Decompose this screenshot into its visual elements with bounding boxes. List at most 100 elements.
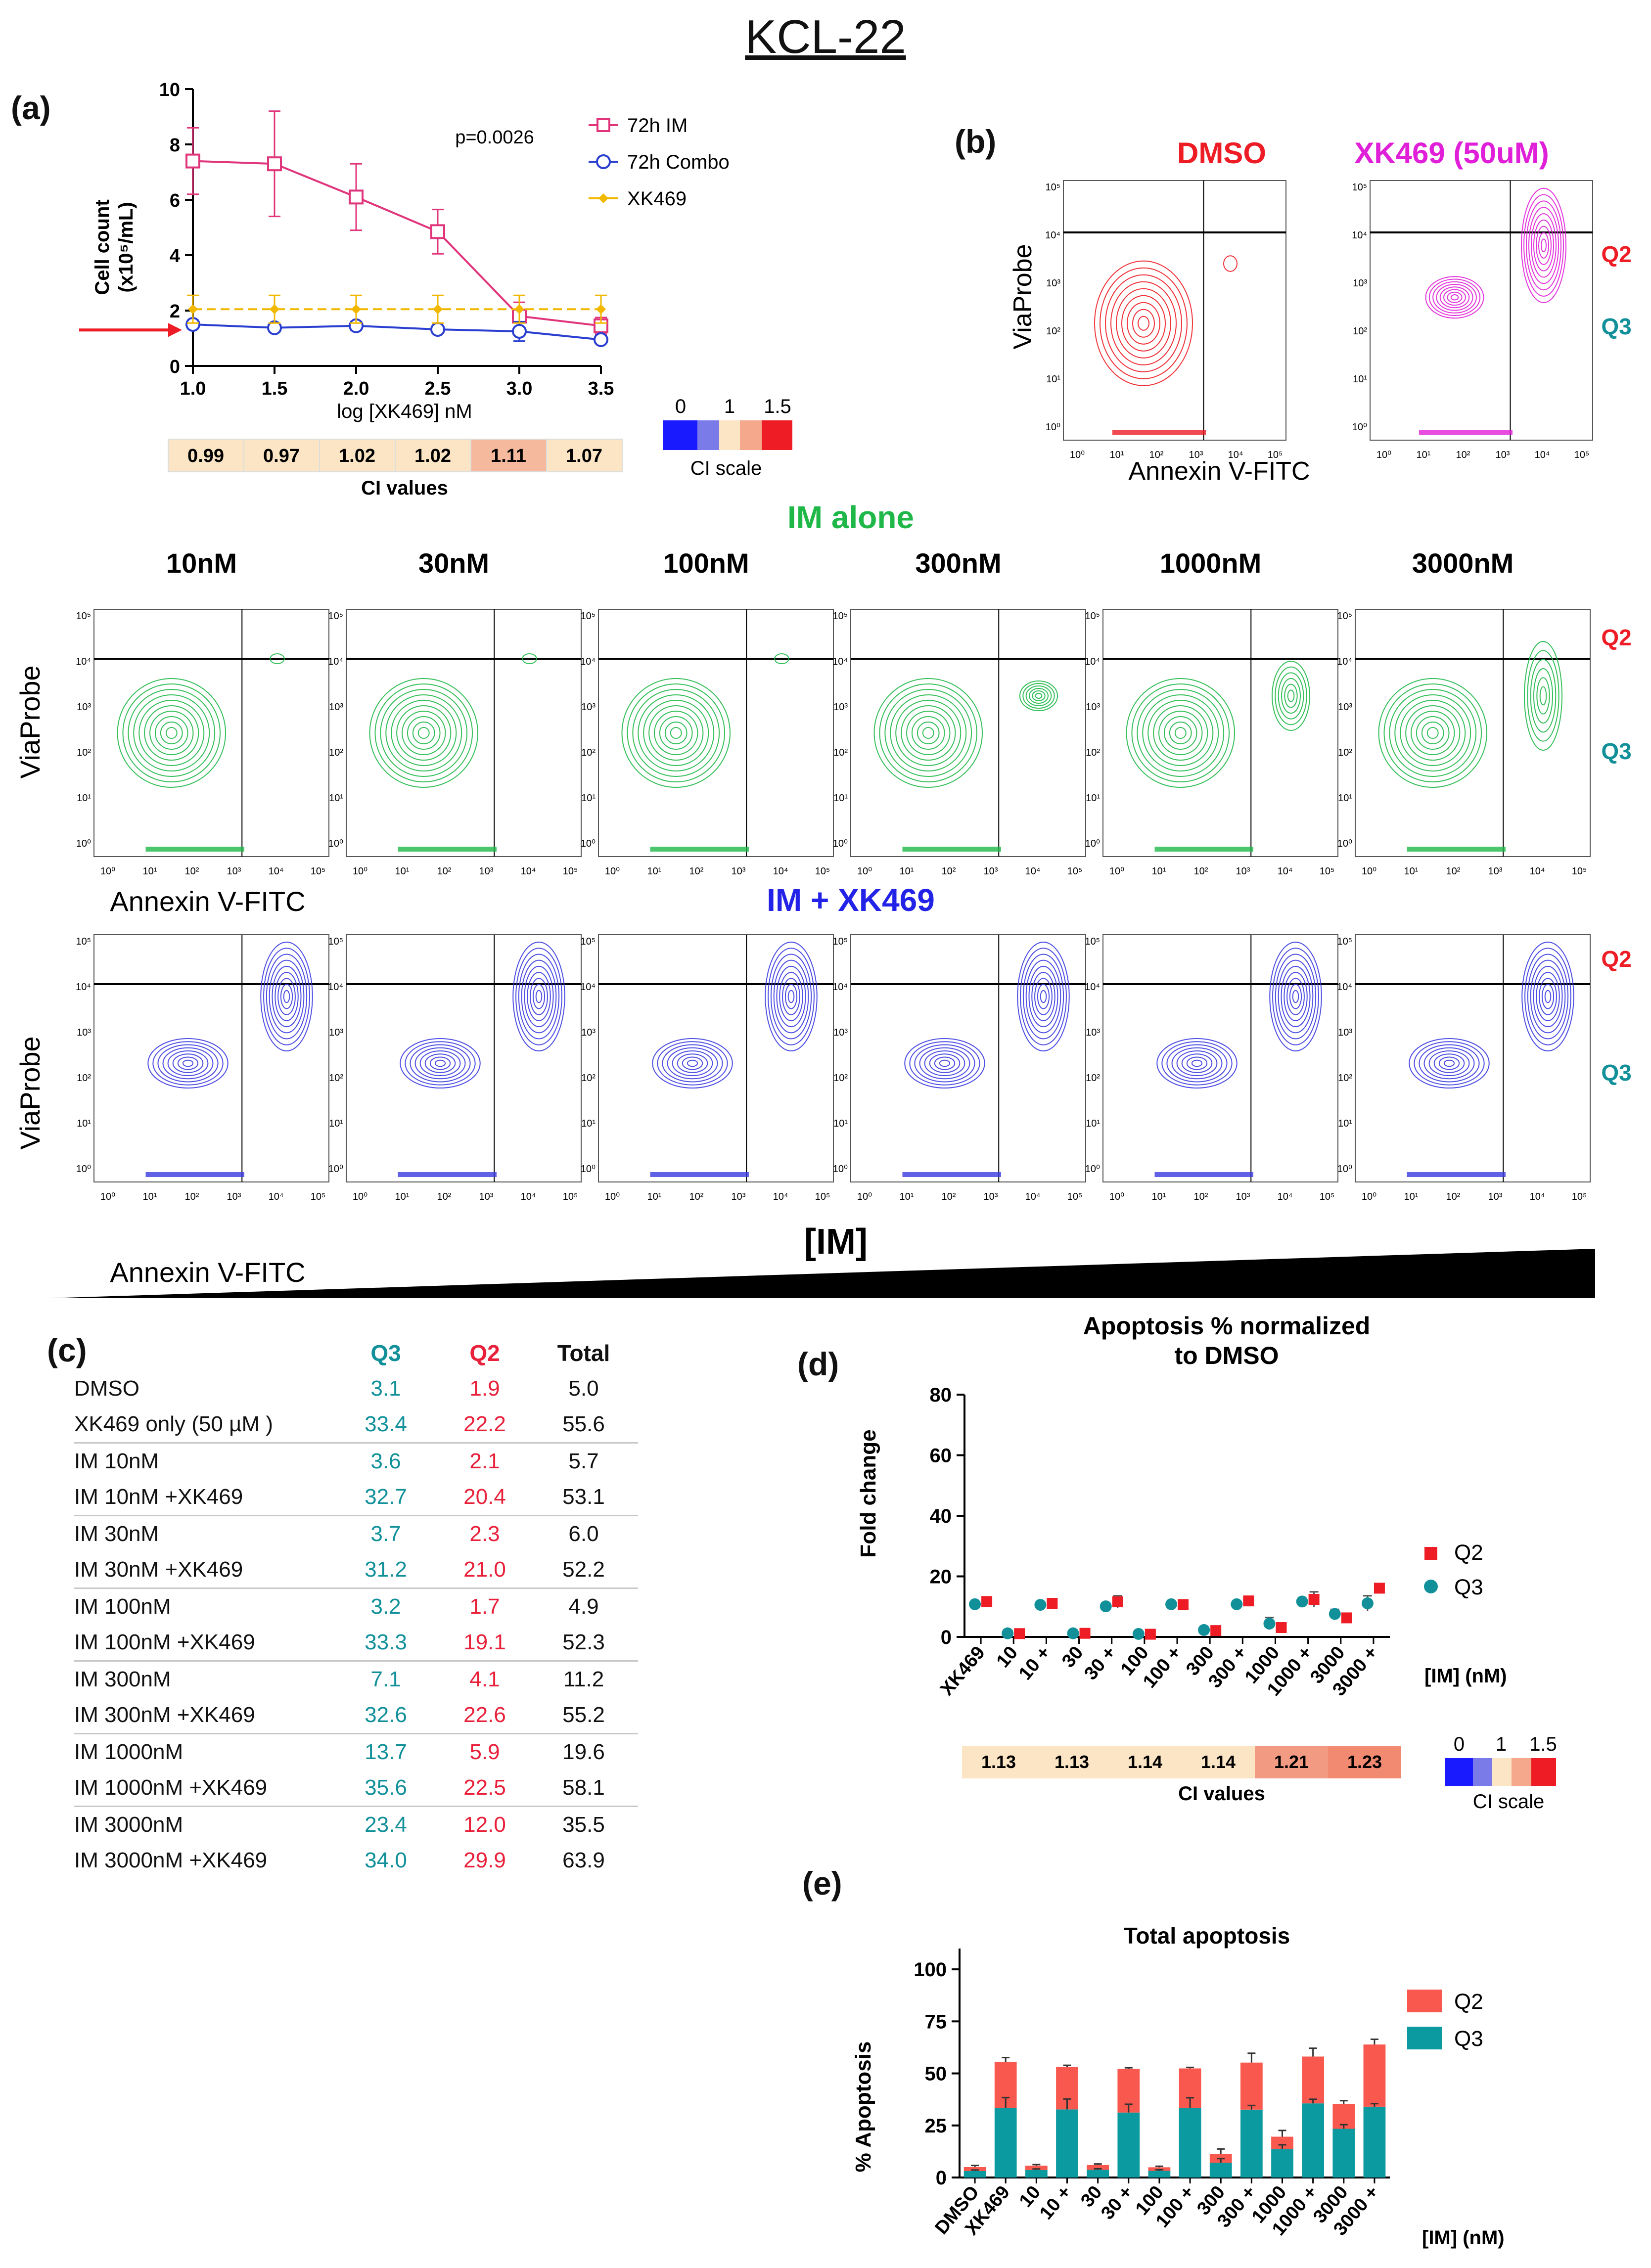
- row-label: IM 3000nM +XK469: [74, 1848, 268, 1872]
- combo-2-xtick: 10¹: [647, 1191, 662, 1202]
- row2-q3-label: Q3: [1601, 1060, 1631, 1086]
- combo-5-contour: [1541, 984, 1555, 1009]
- im-alone-5-ytick: 10⁰: [1337, 838, 1352, 849]
- table-row: IM 300nM +XK469 32.6 22.6 55.2: [74, 1697, 638, 1734]
- d-point-q2: [1341, 1612, 1352, 1624]
- combo-3-ytick: 10³: [833, 1027, 848, 1038]
- im-alone-0-ytick: 10²: [77, 747, 91, 758]
- a-xtick-label: 1.0: [180, 378, 206, 399]
- row1-q3-label: Q3: [1601, 738, 1631, 764]
- d-ytick-label: 80: [930, 1384, 952, 1406]
- dmso-xtick: 10⁴: [1228, 450, 1243, 460]
- xk-panel: 10⁰ 10⁰ 10¹ 10¹ 10² 10² 10³ 10³ 10⁴ 10⁴ 10⁵ 10⁵: [1352, 180, 1593, 460]
- im-alone-4-ytick: 10⁴: [1085, 656, 1100, 667]
- row1-q2-label: Q2: [1601, 625, 1631, 650]
- im-alone-3-contour: [1032, 690, 1046, 701]
- xk-title: XK469 (50uM): [1354, 136, 1549, 170]
- dmso-contour: [1127, 302, 1160, 345]
- combo-2-contour: [652, 1038, 733, 1089]
- row-label: IM 30nM +XK469: [74, 1552, 331, 1589]
- combo-3-contour: [1022, 953, 1064, 1040]
- im-alone-5-ytick: 10⁵: [1337, 611, 1352, 622]
- a-ci-label: CI values: [361, 477, 448, 499]
- im-alone-3-xtick: 10²: [942, 866, 956, 877]
- im-alone-4-xtick: 10⁰: [1109, 866, 1124, 877]
- combo-1-ytick: 10⁰: [328, 1164, 343, 1175]
- combo-0-contour: [277, 978, 296, 1015]
- row-q3: 23.4: [365, 1813, 407, 1837]
- combo-4-xtick: 10⁰: [1109, 1191, 1124, 1202]
- a-point-im: [185, 153, 200, 169]
- d-ci-box: [962, 1746, 1035, 1778]
- im-alone-2-contour: [654, 711, 698, 755]
- combo-3-ytick: 10²: [833, 1073, 848, 1084]
- im-alone-3-ytick: 10²: [833, 747, 848, 758]
- combo-1-contour: [405, 1041, 476, 1086]
- a-xtick-label: 2.5: [425, 378, 451, 399]
- im-alone-5-contour: [1533, 668, 1553, 724]
- combo-2-contour: [776, 965, 806, 1028]
- d-ylabel: Fold change: [856, 1429, 880, 1557]
- e-unit-label: [IM] (nM): [1422, 2227, 1505, 2249]
- a-ci-box: [243, 439, 320, 472]
- im-alone-4-contour: [1287, 689, 1295, 702]
- a-point-combo: [512, 324, 527, 339]
- im-alone-2-panel: 10⁰ 10⁰ 10¹ 10¹ 10² 10² 10³ 10³ 10⁴ 10⁴ 10⁵ 10⁵: [580, 609, 834, 877]
- row-q3: 31.2: [331, 1552, 440, 1589]
- combo-1-panel: 10⁰ 10⁰ 10¹ 10¹ 10² 10² 10³ 10³ 10⁴ 10⁴ 10⁵ 10⁵: [328, 934, 582, 1202]
- im-alone-3-contour: [895, 700, 962, 766]
- a-ci-value: 1.02: [414, 446, 451, 466]
- combo-1-xtick: 10¹: [395, 1191, 410, 1202]
- combo-1-contour: [429, 1056, 451, 1070]
- a-point-xk: [596, 304, 606, 315]
- combo-2-ytick: 10¹: [581, 1118, 596, 1129]
- combo-1-contour: [527, 972, 551, 1021]
- combo-2-xtick: 10²: [689, 1191, 704, 1202]
- row-q2: 1.9: [469, 1376, 500, 1401]
- combo-2-contour: [687, 1059, 698, 1067]
- im-alone-3-contour: [873, 678, 983, 788]
- im-alone-2-contour: [659, 716, 693, 750]
- d-ci-value: 1.13: [981, 1752, 1016, 1772]
- im-alone-4-panel: 10⁰ 10⁰ 10¹ 10¹ 10² 10² 10³ 10³ 10⁴ 10⁴ 10⁵ 10⁵: [1085, 609, 1338, 877]
- d-ci-value: 1.13: [1055, 1752, 1089, 1772]
- e-bar-q3: [1148, 2171, 1171, 2177]
- xk-contour: [1526, 200, 1561, 291]
- im-alone-1-ytick: 10⁵: [328, 611, 343, 622]
- d-point-q3: [1198, 1624, 1210, 1636]
- combo-3-contour: [1025, 959, 1061, 1034]
- im-alone-1-contour: [385, 694, 462, 771]
- combo-3-ytick: 10⁵: [832, 936, 848, 947]
- a-ci-scale-segment: [762, 420, 792, 450]
- im-alone-5-contour: [1383, 683, 1482, 782]
- combo-2-xtick: 10⁴: [773, 1191, 788, 1202]
- a-ci-value: 1.07: [566, 446, 602, 466]
- combo-0-contour: [283, 990, 290, 1003]
- combo-5-contour: [1438, 1056, 1460, 1070]
- b-q3-label: Q3: [1601, 314, 1631, 339]
- im-alone-4-ytick: 10⁰: [1085, 838, 1100, 849]
- im-alone-3-xtick: 10¹: [900, 866, 914, 877]
- d-legend: Q2 Q3: [1424, 1541, 1483, 1599]
- im-alone-4-contour: [1126, 678, 1235, 788]
- row-q3: 33.3: [331, 1625, 440, 1662]
- combo-4-contour: [1166, 1044, 1228, 1083]
- row-total: 58.1: [529, 1770, 638, 1807]
- combo-5-xtick: 10⁵: [1572, 1191, 1587, 1202]
- combo-2-contour: [784, 984, 798, 1009]
- a-ci-value: 0.97: [263, 446, 300, 466]
- combo-0-contour: [147, 1038, 229, 1089]
- dmso-contour: [1110, 281, 1177, 365]
- combo-0-xtick: 10⁰: [100, 1191, 115, 1202]
- d-point-q3: [1231, 1598, 1243, 1610]
- chart-e: Total apoptosis % Apoptosis 0255075100DM…: [851, 1923, 1505, 2249]
- d-legend-q3-marker: [1424, 1580, 1438, 1593]
- im-alone-4-contour: [1284, 683, 1298, 708]
- im-alone-3-contour: [917, 722, 940, 744]
- im-alone-1-xtick: 10¹: [395, 866, 410, 877]
- im-alone-4-contour: [1158, 711, 1203, 755]
- combo-3-ytick: 10⁴: [832, 982, 848, 993]
- d-point-q3: [1034, 1599, 1047, 1611]
- row-q2: 21.0: [440, 1552, 529, 1589]
- conc-label: 300nM: [915, 547, 1001, 579]
